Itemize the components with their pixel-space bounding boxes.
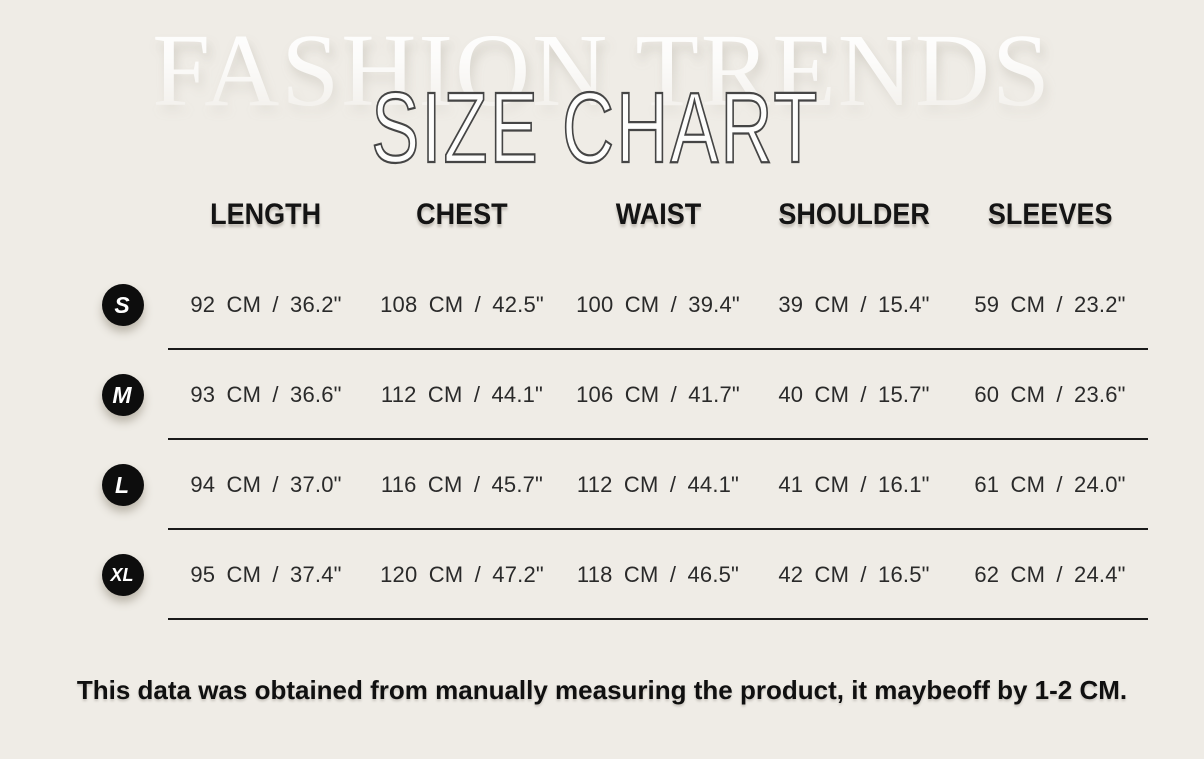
column-header-chest: CHEST bbox=[416, 198, 508, 231]
size-badge-l: L bbox=[102, 464, 144, 506]
page-title-wrap: SIZE CHART bbox=[0, 72, 1204, 184]
column-header-length: LENGTH bbox=[210, 198, 322, 231]
cell-s-chest: 108 CM / 42.5" bbox=[380, 292, 544, 317]
column-header-waist: WAIST bbox=[615, 198, 701, 231]
cell-l-length: 94 CM / 37.0" bbox=[190, 472, 342, 497]
cell-m-chest: 112 CM / 44.1" bbox=[380, 382, 544, 407]
size-badge-xl: XL bbox=[102, 554, 144, 596]
cell-s-length: 92 CM / 36.2" bbox=[190, 292, 342, 317]
cell-m-waist: 106 CM / 41.7" bbox=[576, 382, 740, 407]
cell-l-shoulder: 41 CM / 16.1" bbox=[778, 472, 930, 497]
size-badge-s: S bbox=[102, 284, 144, 326]
cell-m-sleeves: 60 CM / 23.6" bbox=[974, 382, 1126, 407]
cell-m-shoulder: 40 CM / 15.7" bbox=[778, 382, 930, 407]
cell-s-waist: 100 CM / 39.4" bbox=[576, 292, 740, 317]
size-badge-m: M bbox=[102, 374, 144, 416]
cell-s-shoulder: 39 CM / 15.4" bbox=[778, 292, 930, 317]
table-header-row: LENGTH CHEST WAIST SHOULDER SLEEVES bbox=[78, 170, 1148, 260]
cell-xl-chest: 120 CM / 47.2" bbox=[380, 562, 544, 587]
cell-s-sleeves: 59 CM / 23.2" bbox=[974, 292, 1126, 317]
column-header-shoulder: SHOULDER bbox=[778, 198, 930, 231]
table-row-xl: XL 95 CM / 37.4" 120 CM / 47.2" 118 CM /… bbox=[78, 530, 1148, 620]
table-row-l: L 94 CM / 37.0" 116 CM / 45.7" 112 CM / … bbox=[78, 440, 1148, 530]
cell-l-chest: 116 CM / 45.7" bbox=[380, 472, 544, 497]
cell-xl-shoulder: 42 CM / 16.5" bbox=[778, 562, 930, 587]
table-row-m: M 93 CM / 36.6" 112 CM / 44.1" 106 CM / … bbox=[78, 350, 1148, 440]
cell-m-length: 93 CM / 36.6" bbox=[190, 382, 342, 407]
cell-xl-sleeves: 62 CM / 24.4" bbox=[974, 562, 1126, 587]
column-header-sleeves: SLEEVES bbox=[987, 198, 1113, 231]
table-row-s: S 92 CM / 36.2" 108 CM / 42.5" 100 CM / … bbox=[78, 260, 1148, 350]
page-title: SIZE CHART bbox=[370, 72, 820, 184]
cell-l-sleeves: 61 CM / 24.0" bbox=[974, 472, 1126, 497]
measurement-disclaimer: This data was obtained from manually mea… bbox=[76, 675, 1128, 705]
cell-xl-waist: 118 CM / 46.5" bbox=[576, 562, 740, 587]
cell-xl-length: 95 CM / 37.4" bbox=[190, 562, 342, 587]
cell-l-waist: 112 CM / 44.1" bbox=[576, 472, 740, 497]
size-table: LENGTH CHEST WAIST SHOULDER SLEEVES S 92… bbox=[78, 170, 1148, 620]
